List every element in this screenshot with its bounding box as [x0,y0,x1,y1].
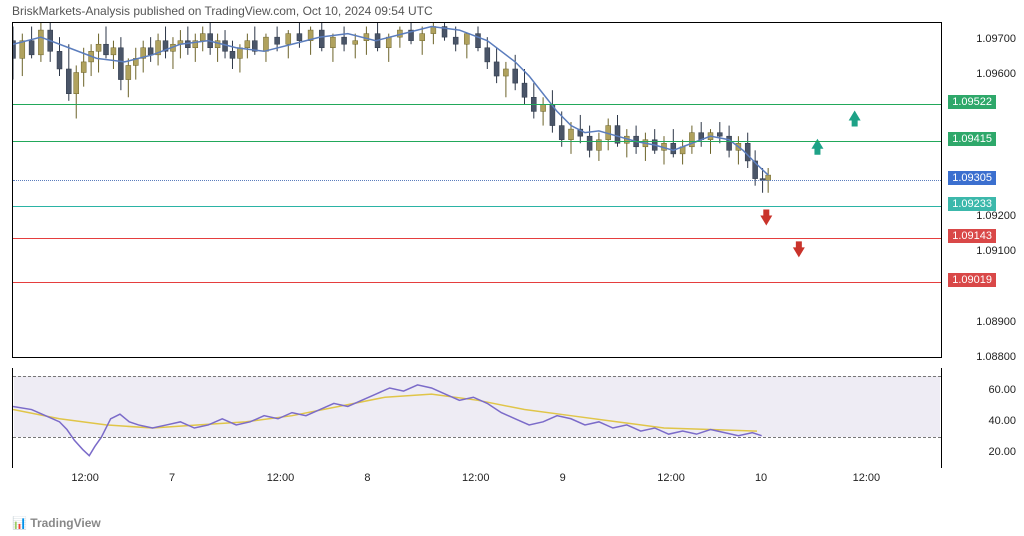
time-axis: 12:00 7 12:00 8 12:00 9 12:00 10 12:00 [12,468,942,488]
x-tick-label: 8 [364,472,370,484]
oscillator-threshold [13,376,941,377]
price-level-label: 1.09143 [948,229,996,243]
x-tick-label: 12:00 [657,472,685,484]
x-tick-label: 12:00 [267,472,295,484]
support-resistance-line [13,282,941,283]
price-level-label: 1.09415 [948,132,996,146]
y-tick-label: 1.09100 [976,245,1016,257]
oscillator-chart[interactable] [12,368,942,468]
y-tick-label: 1.09200 [976,210,1016,222]
y-tick-label: 1.09600 [976,68,1016,80]
oscillator-threshold [13,437,941,438]
price-level-label: 1.09522 [948,95,996,109]
osc-y-tick: 40.00 [988,415,1016,427]
x-tick-label: 12:00 [853,472,881,484]
support-resistance-line [13,206,941,207]
price-level-label: 1.09019 [948,273,996,287]
support-resistance-line [13,141,941,142]
support-resistance-line [13,104,941,105]
price-level-label: 1.09233 [948,197,996,211]
main-price-chart[interactable] [12,22,942,358]
price-level-label: 1.09305 [948,171,996,185]
y-tick-label: 1.08900 [976,316,1016,328]
tradingview-logo: 📊 TradingView [12,516,101,530]
y-tick-label: 1.09700 [976,33,1016,45]
publish-info: BriskMarkets-Analysis published on Tradi… [12,4,433,18]
x-tick-label: 7 [169,472,175,484]
osc-y-tick: 60.00 [988,384,1016,396]
y-tick-label: 1.08800 [976,351,1016,363]
support-resistance-line [13,238,941,239]
x-tick-label: 12:00 [462,472,490,484]
current-price-line [13,180,941,181]
x-tick-label: 12:00 [71,472,99,484]
x-tick-label: 9 [560,472,566,484]
x-tick-label: 10 [755,472,767,484]
osc-y-tick: 20.00 [988,446,1016,458]
